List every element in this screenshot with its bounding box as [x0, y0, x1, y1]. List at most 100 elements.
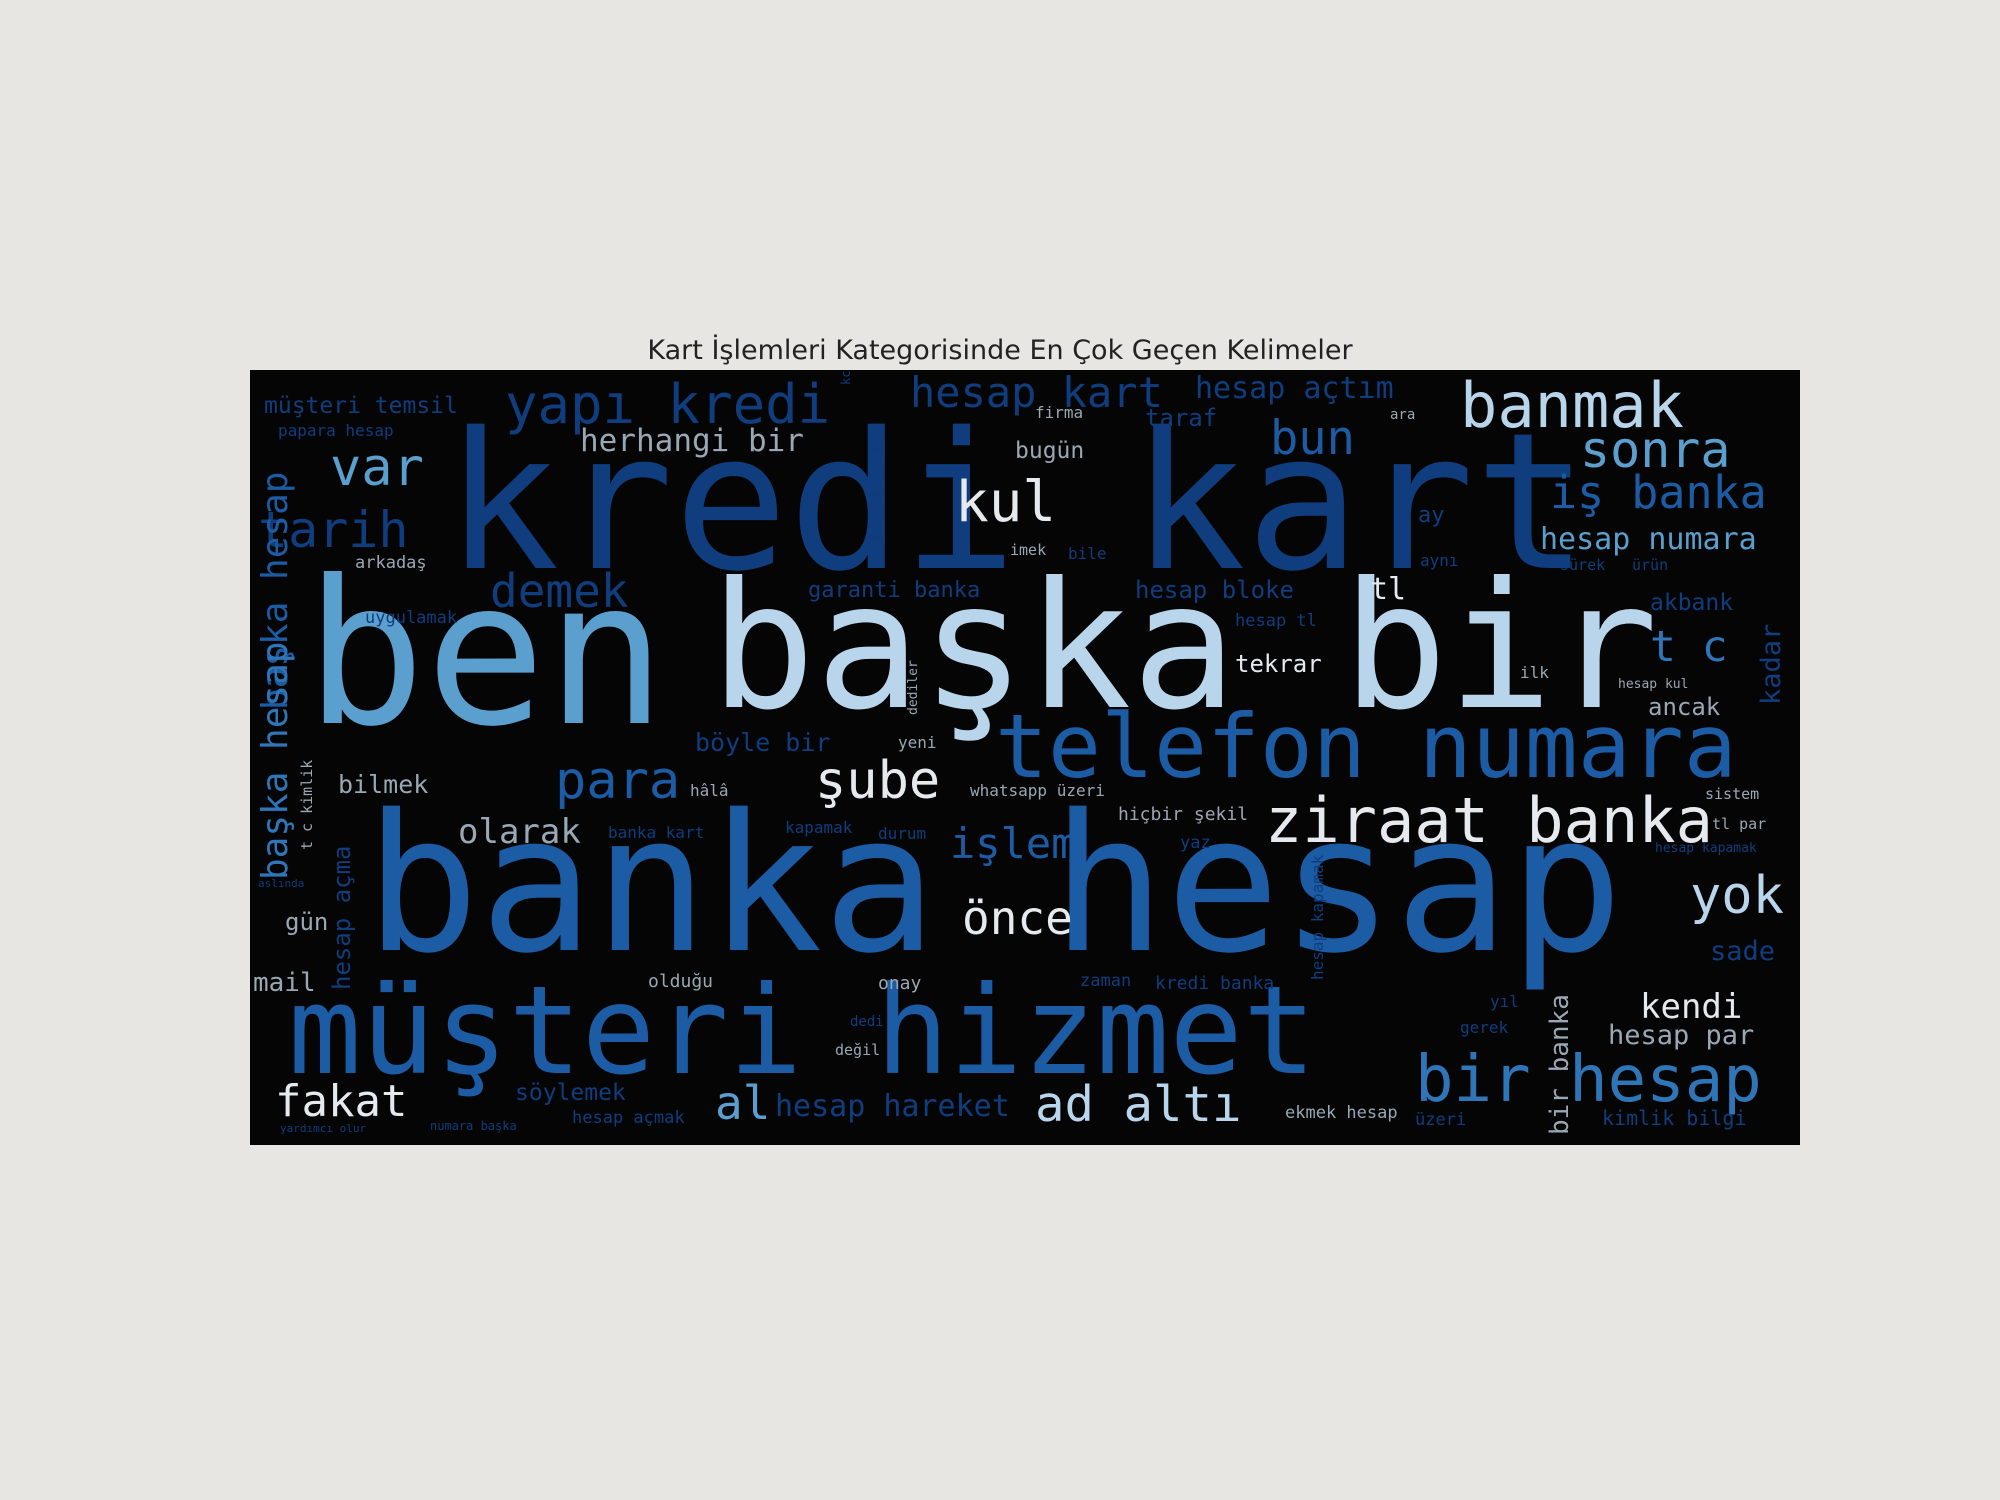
- word-yok: yok: [1690, 866, 1784, 926]
- word-demek: demek: [490, 564, 629, 618]
- word-hicbir-sekil: hiçbir şekil: [1118, 804, 1249, 825]
- word-kadar: kadar: [1756, 623, 1787, 705]
- word-mail: mail: [253, 968, 316, 998]
- word-banmak: banmak: [1460, 370, 1684, 442]
- word-musteri-temsil: müşteri temsil: [264, 393, 458, 419]
- word-sonra: sonra: [1580, 421, 1731, 479]
- word-tl: tl: [1370, 572, 1407, 607]
- word-numara-baska: numara başka: [430, 1119, 517, 1133]
- word-onay: onay: [878, 973, 922, 994]
- word-kul: kul: [955, 470, 1057, 535]
- word-yeni: yeni: [898, 733, 937, 752]
- word-is-banka: iş banka: [1550, 466, 1767, 519]
- word-whatsapp-uzeri: whatsapp üzeri: [970, 781, 1105, 800]
- word-ben: ben: [305, 538, 667, 771]
- word-banka-kart: banka kart: [608, 823, 705, 842]
- word-yapi-kredi: yapı kredi: [505, 373, 831, 436]
- word-herhangi-bir: herhangi bir: [580, 423, 804, 459]
- word-yil: yıl: [1490, 992, 1519, 1011]
- word-hesap-tl: hesap tl: [1235, 611, 1317, 631]
- word-bile: bile: [1068, 544, 1107, 563]
- word-basvuru-yapti-vertical: başvuru yaptı: [869, 430, 885, 540]
- word-bilmek: bilmek: [338, 770, 429, 799]
- word-hesap-par: hesap par: [1608, 1020, 1755, 1051]
- word-ayni: aynı: [1420, 551, 1459, 570]
- word-zaman: zaman: [1080, 971, 1132, 991]
- word-hesap-acma-vertical: hesap açma: [328, 845, 356, 991]
- word-kredi-kart: kredi kart: [445, 392, 1589, 613]
- word-hesap-kul: hesap kul: [1618, 677, 1689, 692]
- word-t-c: t c: [1650, 622, 1728, 672]
- word-gerek: gerek: [1460, 1018, 1509, 1037]
- word-taraf: taraf: [1145, 404, 1218, 432]
- word-yardimci-olur: yardımcı olur: [280, 1122, 367, 1135]
- word-para: para: [555, 751, 681, 811]
- word-durum: durum: [878, 824, 927, 843]
- word-cloud: kredi kart ben başka bir banka hesap müş…: [250, 370, 1800, 1145]
- word-hala: hâlâ: [690, 781, 729, 800]
- word-al: al: [715, 1076, 771, 1130]
- word-hesap-kapamak-vertical: hesap kapamak: [1308, 854, 1327, 980]
- word-telefon-numara: telefon numara: [995, 695, 1737, 798]
- word-degil: değil: [835, 1041, 881, 1059]
- word-firma: firma: [1035, 403, 1084, 422]
- word-hesap-actim: hesap açtım: [1195, 371, 1394, 406]
- word-ziraat-banka: ziraat banka: [1265, 784, 1713, 857]
- word-ekmek-hesap: ekmek hesap: [1285, 1103, 1398, 1123]
- word-arkadas: arkadaş: [355, 553, 427, 573]
- word-fakat: fakat: [275, 1076, 408, 1127]
- word-kc-vertical: kc: [839, 370, 853, 385]
- word-bir-banka-vertical: bir banka: [1545, 994, 1575, 1135]
- word-var: var: [330, 438, 424, 498]
- word-kapamak: kapamak: [785, 818, 853, 837]
- word-sistem: sistem: [1705, 785, 1760, 803]
- word-kimlik-bilgi: kimlik bilgi: [1602, 1106, 1747, 1130]
- word-uzeri: üzeri: [1415, 1110, 1467, 1130]
- word-ad-alti: ad altı: [1035, 1076, 1242, 1133]
- word-hesap-kapamak-small: hesap kapamak: [1655, 841, 1757, 856]
- word-kredi-banka: kredi banka: [1155, 973, 1275, 994]
- word-sade: sade: [1710, 936, 1776, 967]
- word-yaz: yaz: [1180, 833, 1211, 853]
- word-bugun: bugün: [1015, 438, 1085, 464]
- word-dedi: dedi: [850, 1014, 884, 1030]
- word-tarih: tarih: [258, 501, 409, 559]
- word-gun: gün: [285, 908, 329, 936]
- word-hesap-bloke: hesap bloke: [1135, 576, 1294, 604]
- word-islem: işlem: [950, 819, 1077, 868]
- word-olarak: olarak: [458, 812, 581, 852]
- word-tl-par: tl par: [1712, 815, 1767, 833]
- word-musteri-hizmet: müşteri hizmet: [288, 960, 1317, 1102]
- word-surek: sürek: [1560, 556, 1606, 574]
- word-ilk: ilk: [1520, 663, 1549, 682]
- word-tekrar: tekrar: [1235, 650, 1322, 678]
- word-dediler-vertical: dediler: [906, 660, 921, 715]
- word-ay: ay: [1418, 503, 1445, 528]
- word-soylemek: söylemek: [515, 1080, 626, 1106]
- word-akbank: akbank: [1650, 590, 1734, 616]
- word-ancak: ancak: [1648, 693, 1721, 721]
- word-aslinda: aslında: [258, 877, 305, 890]
- word-baska-bir: başka bir: [710, 546, 1659, 749]
- word-once: önce: [962, 891, 1073, 945]
- word-papara-hesap: papara hesap: [278, 421, 394, 440]
- word-ara: ara: [1390, 407, 1416, 423]
- word-hesap-acmak: hesap açmak: [572, 1108, 685, 1128]
- word-garanti-banka: garanti banka: [808, 578, 981, 603]
- word-hesap-numara: hesap numara: [1540, 522, 1757, 557]
- word-bir-hesap: bir hesap: [1415, 1043, 1762, 1117]
- word-boyle-bir: böyle bir: [695, 728, 831, 757]
- word-urun: ürün: [1632, 556, 1669, 574]
- word-hesap-hareket: hesap hareket: [775, 1089, 1010, 1124]
- word-baska-hesap-vertical-bottom: başka hesap: [255, 641, 296, 880]
- word-oldugu: olduğu: [648, 971, 714, 992]
- word-t-c-kimlik-vertical: t c kimlik: [298, 759, 316, 850]
- word-imek: imek: [1010, 541, 1047, 559]
- word-kendi: kendi: [1640, 987, 1743, 1027]
- chart-title: Kart İşlemleri Kategorisinde En Çok Geçe…: [647, 335, 1353, 366]
- word-bun: bun: [1270, 411, 1355, 466]
- word-uygulamak: uygulamak: [365, 608, 458, 628]
- word-hesap-kart: hesap kart: [910, 370, 1163, 417]
- word-sube: şube: [815, 751, 941, 811]
